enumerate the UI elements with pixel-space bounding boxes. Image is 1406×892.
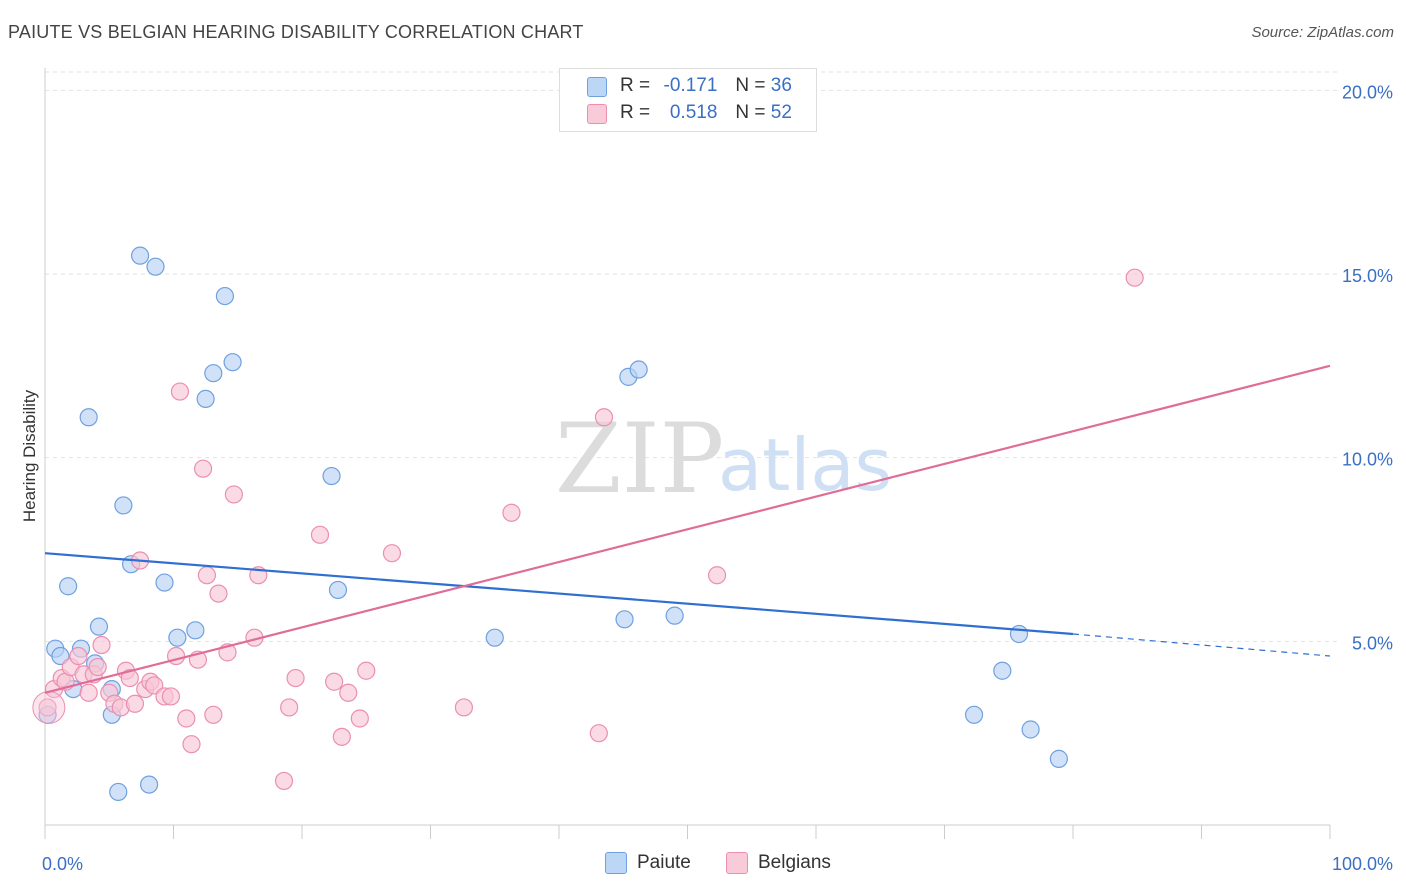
series-legend-paiute: Paiute: [605, 852, 691, 874]
tick-labels: 5.0% 10.0% 15.0% 20.0% 0.0% 100.0%: [42, 82, 1393, 874]
belgians-point-29: [197, 566, 217, 585]
paiute-swatch: [587, 77, 607, 97]
belgians-point-9: [88, 657, 107, 677]
belgians-point-39: [310, 525, 330, 544]
paiute-trend-extension: [1072, 633, 1331, 657]
belgians-point-28: [193, 459, 213, 478]
paiute-point-20: [196, 389, 215, 409]
paiute-point-19: [186, 621, 205, 640]
paiute-point-15: [139, 775, 159, 794]
belgians-point-33: [224, 485, 243, 504]
belgians-point-36: [274, 771, 294, 791]
belgians-point-49: [594, 408, 614, 427]
paiute-point-30: [665, 606, 684, 625]
belgians-point-51: [1125, 268, 1144, 287]
paiute-point-22: [215, 286, 234, 306]
data-points: [32, 246, 1144, 802]
belgians-point-7: [79, 683, 98, 702]
belgians-point-cluster: [32, 690, 66, 724]
paiute-point-21: [204, 364, 223, 383]
belgians-point-16: [125, 694, 145, 713]
belgians-point-42: [339, 683, 358, 702]
paiute-r-label: R =: [620, 75, 651, 96]
paiute-point-31: [964, 705, 984, 724]
belgians-point-22: [161, 687, 181, 706]
x-tick-label-0: 0.0%: [42, 854, 83, 874]
belgians-trend-line: [44, 364, 1331, 694]
belgians-point-26: [182, 735, 201, 754]
series-legend-belgians: Belgians: [726, 852, 831, 874]
belgians-point-46: [454, 698, 474, 717]
belgians-legend-label: Belgians: [758, 852, 831, 873]
belgians-n-label: N =: [735, 102, 766, 123]
belgians-swatch: [587, 104, 607, 124]
paiute-legend-swatch: [605, 852, 627, 874]
belgians-point-37: [280, 698, 299, 717]
belgians-r-label: R =: [620, 102, 651, 123]
belgians-point-30: [204, 705, 223, 724]
paiute-point-26: [485, 628, 504, 647]
belgians-n-value: 52: [770, 102, 792, 123]
belgians-point-31: [209, 584, 228, 603]
belgians-legend-swatch: [726, 852, 748, 874]
paiute-n-label: N =: [735, 75, 766, 96]
paiute-point-27: [615, 610, 634, 629]
paiute-point-18: [168, 628, 187, 647]
stats-legend: R = -0.171 N = 36 R = 0.518 N = 52: [559, 68, 817, 132]
belgians-point-50: [707, 566, 727, 585]
paiute-point-34: [1021, 720, 1040, 739]
paiute-point-35: [1049, 749, 1068, 768]
watermark-atlas: atlas: [718, 423, 892, 507]
paiute-point-14: [130, 246, 150, 265]
x-tick-label-1: 100.0%: [1332, 854, 1393, 874]
paiute-legend-label: Paiute: [637, 852, 691, 873]
belgians-point-40: [325, 672, 344, 691]
paiute-point-24: [322, 466, 341, 486]
belgians-point-38: [286, 668, 305, 688]
belgians-point-43: [350, 709, 369, 728]
trend-lines: [44, 364, 1331, 694]
belgians-point-41: [332, 727, 351, 746]
paiute-point-6: [79, 408, 98, 427]
y-tick-label-2: 15.0%: [1342, 266, 1393, 286]
paiute-point-11: [109, 782, 128, 802]
belgians-point-47: [502, 503, 521, 522]
paiute-trend-line: [44, 552, 1074, 636]
paiute-r-value: -0.171: [663, 75, 718, 96]
belgians-point-15: [120, 668, 139, 688]
paiute-stats-row: R = -0.171 N = 36: [620, 74, 792, 98]
paiute-point-8: [89, 617, 109, 636]
belgians-r-value: 0.518: [669, 102, 718, 123]
belgians-point-25: [177, 709, 196, 728]
chart-title: PAIUTE VS BELGIAN HEARING DISABILITY COR…: [8, 22, 584, 42]
source-label: Source: ZipAtlas.com: [1251, 24, 1394, 41]
paiute-point-33: [1009, 624, 1029, 644]
paiute-point-29: [629, 360, 648, 379]
paiute-point-32: [993, 661, 1012, 680]
paiute-point-3: [59, 577, 78, 596]
belgians-stats-row: R = 0.518 N = 52: [620, 101, 792, 125]
belgians-point-5: [69, 646, 88, 666]
belgians-point-24: [170, 382, 190, 401]
belgians-point-10: [92, 635, 111, 655]
y-tick-label-1: 10.0%: [1342, 450, 1393, 470]
paiute-point-25: [328, 580, 348, 600]
y-tick-label-3: 20.0%: [1342, 82, 1393, 102]
watermark-zip: ZIP: [555, 403, 724, 515]
belgians-point-0: [38, 698, 57, 717]
y-tick-label-0: 5.0%: [1352, 633, 1393, 653]
belgians-point-45: [382, 544, 402, 563]
paiute-point-17: [155, 573, 174, 592]
paiute-n-value: 36: [770, 75, 792, 96]
paiute-point-23: [223, 353, 242, 372]
belgians-point-48: [589, 724, 608, 743]
belgians-point-44: [357, 661, 376, 680]
paiute-point-12: [114, 496, 133, 515]
paiute-point-16: [146, 257, 165, 276]
